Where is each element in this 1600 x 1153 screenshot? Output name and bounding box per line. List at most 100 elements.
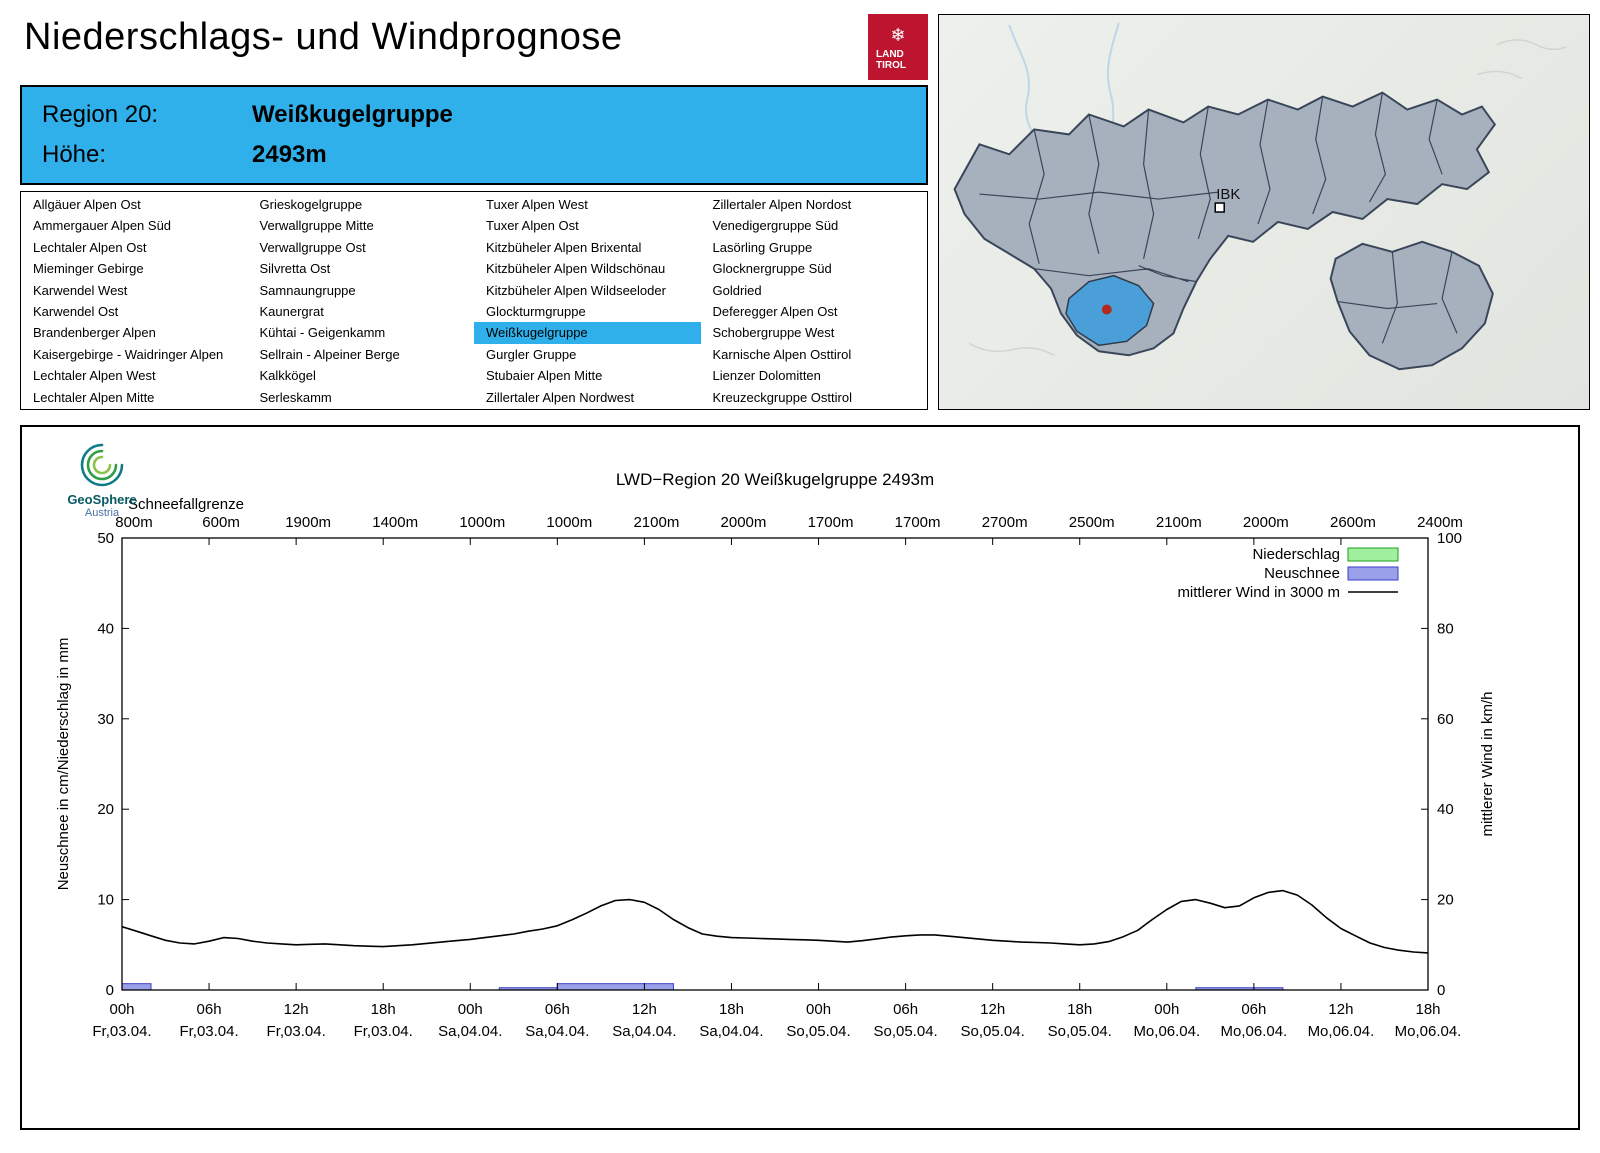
x-tick-time: 06h [893, 1001, 918, 1018]
x-tick-date: So,05.04. [961, 1023, 1025, 1040]
region-list-item[interactable]: Karwendel West [33, 282, 128, 298]
x-tick-date: Sa,04.04. [525, 1023, 589, 1040]
x-tick-time: 12h [284, 1001, 309, 1018]
region-list-item[interactable]: Serleskamm [259, 389, 332, 405]
y-tick-left: 10 [97, 892, 114, 909]
map-district-borders-east [1337, 251, 1458, 344]
region-list-item[interactable]: Verwallgruppe Ost [259, 239, 366, 255]
y-tick-right: 100 [1437, 530, 1462, 547]
region-list-item[interactable]: Tuxer Alpen Ost [486, 218, 579, 234]
region-list-item[interactable]: Glockturmgruppe [486, 303, 586, 319]
region-list-item[interactable]: Brandenberger Alpen [33, 325, 156, 341]
snowline-value: 2400m [1417, 514, 1463, 531]
region-list-item[interactable]: Goldried [712, 282, 762, 298]
x-tick-date: Sa,04.04. [612, 1023, 676, 1040]
geosphere-logo: GeoSphere Austria [52, 441, 152, 519]
snowline-value: 2000m [1243, 514, 1289, 531]
x-tick-time: 06h [197, 1001, 222, 1018]
x-tick-date: Mo,06.04. [1221, 1023, 1288, 1040]
region-list-item[interactable]: Ammergauer Alpen Süd [33, 218, 172, 234]
region-list-item[interactable]: Lienzer Dolomitten [712, 368, 821, 384]
region-list-item[interactable]: Mieminger Gebirge [33, 261, 144, 277]
snowline-value: 2100m [633, 514, 679, 531]
x-tick-date: Mo,06.04. [1308, 1023, 1375, 1040]
region-list-item[interactable]: Karwendel Ost [33, 303, 119, 319]
region-list-item[interactable]: Sellrain - Alpeiner Berge [259, 346, 400, 362]
region-list-item[interactable]: Gurgler Gruppe [486, 346, 577, 362]
map-district-borders [979, 92, 1443, 283]
y-axis-left: 0 10 20 30 40 50 [97, 530, 129, 999]
region-list-item[interactable]: Zillertaler Alpen Nordost [712, 197, 852, 212]
region-list-item[interactable]: Kühtai - Geigenkamm [259, 325, 386, 341]
snowline-label: Schneefallgrenze [128, 496, 244, 513]
region-name: Weißkugelgruppe [252, 101, 453, 128]
region-list-item[interactable]: Samnaungruppe [259, 282, 356, 298]
region-list-item[interactable]: Lasörling Gruppe [712, 239, 813, 255]
region-list-item[interactable]: Kreuzeckgruppe Osttirol [712, 389, 852, 405]
snowline-value: 1400m [372, 514, 418, 531]
region-list-item[interactable]: Deferegger Alpen Ost [712, 303, 838, 319]
geosphere-icon [80, 443, 124, 487]
y-tick-right: 20 [1437, 892, 1454, 909]
location-dot [1101, 304, 1112, 315]
x-tick-time: 06h [545, 1001, 570, 1018]
y-tick-left: 30 [97, 711, 114, 728]
region-list-item[interactable]: Zillertaler Alpen Nordwest [486, 389, 635, 405]
region-list-item[interactable]: Kaunergrat [259, 303, 324, 319]
region-list: Allgäuer Alpen Ost Ammergauer Alpen Süd Le… [20, 191, 928, 410]
snowline-value: 600m [202, 514, 240, 531]
region-list-item[interactable]: Schobergruppe West [712, 325, 835, 341]
y-tick-right: 80 [1437, 620, 1454, 637]
forecast-chart-svg: LWD−Region 20 Weißkugelgruppe 2493m Schne… [55, 470, 1496, 1040]
x-tick-time: 18h [1415, 1001, 1440, 1018]
region-list-column: Tuxer Alpen West Tuxer Alpen Ost Kitzbühel… [474, 192, 701, 409]
x-tick-time: 18h [1067, 1001, 1092, 1018]
region-list-item[interactable]: Stubaier Alpen Mitte [486, 368, 603, 384]
snowline-value: 1000m [546, 514, 592, 531]
y-tick-left: 50 [97, 530, 114, 547]
snowline-value: 2000m [721, 514, 767, 531]
neuschnee-bar [556, 983, 674, 991]
region-list-item[interactable]: Karnische Alpen Osttirol [712, 346, 852, 362]
region-list-item[interactable]: Grieskogelgruppe [259, 197, 363, 212]
region-list-item[interactable]: Silvretta Ost [259, 261, 331, 277]
altitude-value: 2493m [252, 141, 327, 168]
x-tick-date: Fr,03.04. [179, 1023, 238, 1040]
region-list-item[interactable]: Lechtaler Alpen West [33, 368, 156, 384]
geosphere-sub: Austria [84, 507, 120, 519]
x-tick-date: So,05.04. [873, 1023, 937, 1040]
region-list-item-selected[interactable]: Weißkugelgruppe [474, 322, 701, 344]
region-list-column: Grieskogelgruppe Verwallgruppe Mitte Verwa… [248, 192, 475, 409]
y-tick-right: 0 [1437, 982, 1445, 999]
region-list-item[interactable]: Venedigergruppe Süd [712, 218, 839, 234]
snowline-value: 2600m [1330, 514, 1376, 531]
y-axis-right: 0 20 40 60 80 100 [1421, 530, 1462, 999]
ibk-marker [1214, 202, 1225, 213]
region-info-box: Region 20: Weißkugelgruppe Höhe: 2493m [20, 85, 928, 185]
x-tick-time: 12h [632, 1001, 657, 1018]
x-axis-labels: 00h Fr,03.04. 06h Fr,03.04. 12h Fr,03.04. 18h F… [92, 538, 1461, 1040]
region-list-item[interactable]: Kitzbüheler Alpen Wildseeloder [486, 282, 666, 298]
neuschnee-bar [121, 983, 152, 991]
x-tick-date: Fr,03.04. [354, 1023, 413, 1040]
x-tick-time: 00h [109, 1001, 134, 1018]
tirol-map-svg: IBK [953, 22, 1567, 371]
y-axis-left-title: Neuschnee in cm/Niederschlag in mm [55, 638, 72, 891]
region-list-item[interactable]: Tuxer Alpen West [486, 197, 588, 212]
region-list-item[interactable]: Lechtaler Alpen Ost [33, 239, 147, 255]
region-list-item[interactable]: Kaisergebirge - Waidringer Alpen [33, 346, 224, 362]
snowline-values: 800m 600m 1900m 1400m 1000m 1000m 2100m 2000m 17… [115, 514, 1463, 531]
x-tick-time: 00h [806, 1001, 831, 1018]
region-list-item[interactable]: Glocknergruppe Süd [712, 261, 832, 277]
x-tick-date: So,05.04. [1048, 1023, 1112, 1040]
region-list-item[interactable]: Kalkkögel [259, 368, 316, 384]
x-tick-date: Mo,06.04. [1133, 1023, 1200, 1040]
region-list-item[interactable]: Allgäuer Alpen Ost [33, 197, 141, 212]
y-tick-right: 40 [1437, 801, 1454, 818]
region-list-item[interactable]: Lechtaler Alpen Mitte [33, 389, 155, 405]
legend-swatch-box [1347, 566, 1399, 581]
region-list-item[interactable]: Verwallgruppe Mitte [259, 218, 374, 234]
legend-label: mittlerer Wind in 3000 m [1177, 584, 1340, 601]
region-list-item[interactable]: Kitzbüheler Alpen Brixental [486, 239, 642, 255]
region-list-item[interactable]: Kitzbüheler Alpen Wildschönau [486, 261, 666, 277]
